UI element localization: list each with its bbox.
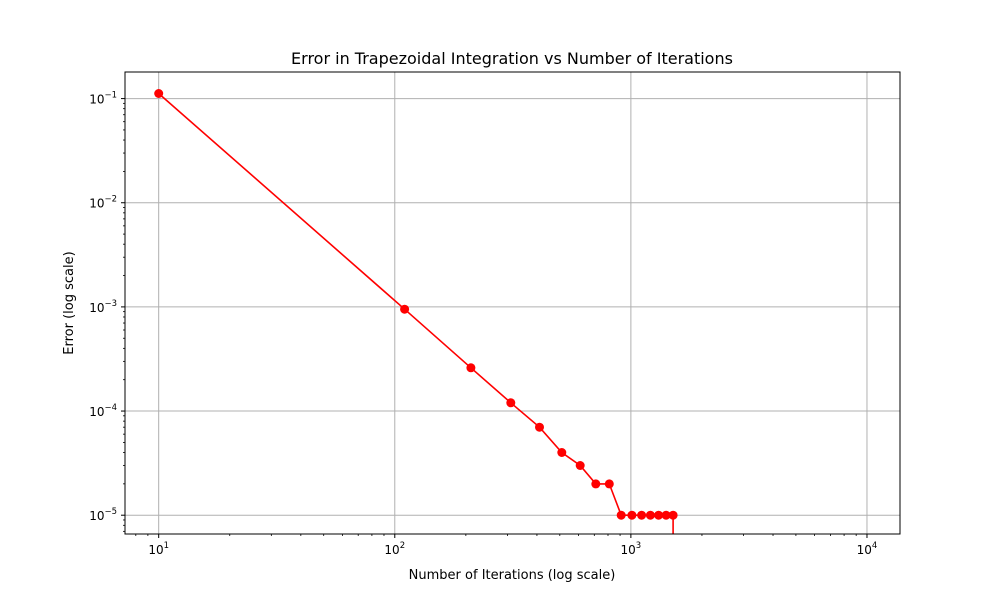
series-line xyxy=(158,92,674,534)
grid xyxy=(125,72,900,534)
data-point xyxy=(466,363,476,373)
data-point xyxy=(604,479,614,489)
x-tick-label: 102 xyxy=(384,541,405,557)
x-tick-label: 101 xyxy=(148,541,169,557)
data-point xyxy=(575,461,585,470)
axes-ticks: 101 102 103 104 10−1 10−2 10−3 10−4 10−5 xyxy=(89,91,877,557)
y-tick-label: 10−3 xyxy=(89,299,117,315)
data-point xyxy=(616,510,626,520)
data-point xyxy=(400,304,410,314)
y-tick-label: 10−5 xyxy=(89,507,117,523)
data-point xyxy=(654,510,664,520)
y-tick-label: 10−1 xyxy=(89,91,117,107)
data-point xyxy=(668,510,678,520)
data-point xyxy=(506,398,516,408)
chart-title: Error in Trapezoidal Integration vs Numb… xyxy=(291,49,733,68)
data-point xyxy=(637,510,647,520)
y-axis-label: Error (log scale) xyxy=(62,251,77,354)
data-point xyxy=(627,510,637,520)
data-point xyxy=(645,510,655,520)
x-tick-label: 103 xyxy=(621,541,642,557)
data-point xyxy=(557,448,567,457)
data-series xyxy=(154,89,678,534)
plot-frame xyxy=(124,71,901,535)
y-tick-label: 10−2 xyxy=(89,195,117,211)
x-tick-label: 104 xyxy=(857,541,878,557)
data-point xyxy=(591,479,601,489)
x-axis-label: Number of Iterations (log scale) xyxy=(409,568,616,583)
data-point xyxy=(661,510,671,520)
data-point xyxy=(154,89,164,98)
y-tick-label: 10−4 xyxy=(89,403,117,419)
data-point xyxy=(535,422,544,432)
